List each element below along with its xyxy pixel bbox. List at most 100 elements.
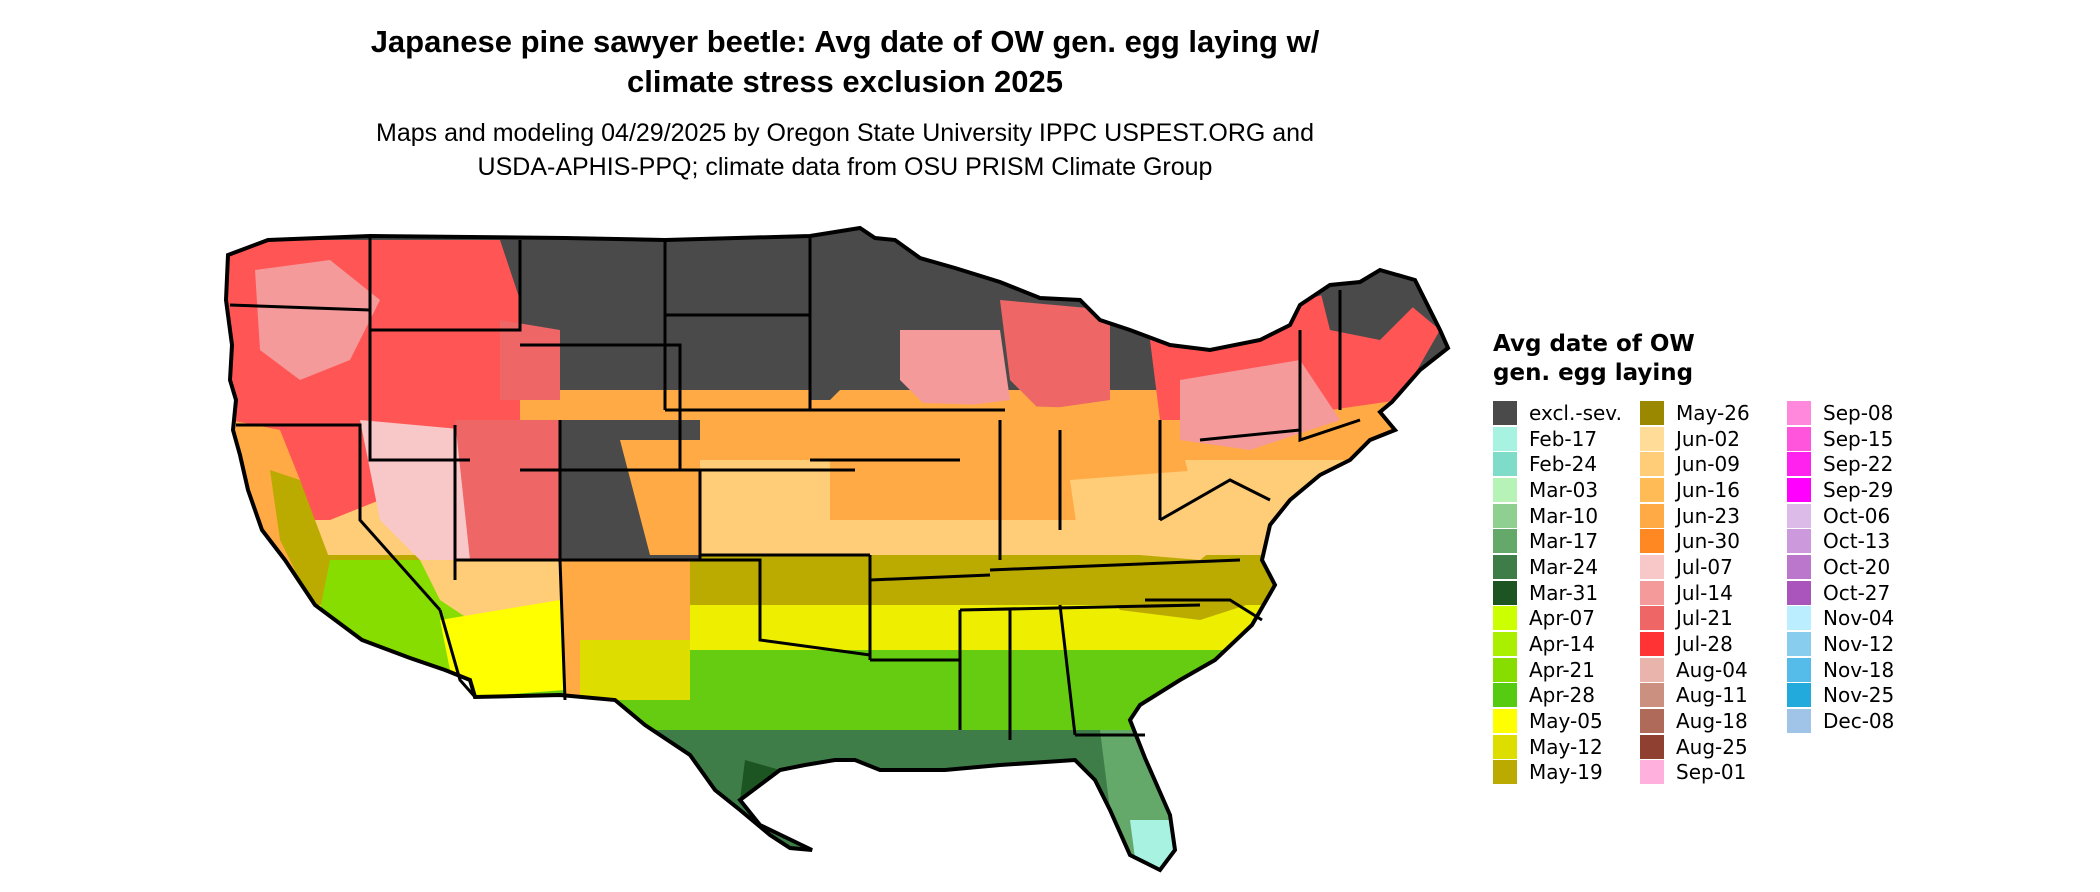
legend-label: Jun-09: [1676, 452, 1740, 477]
border-tn-south: [959, 603, 1201, 612]
legend-swatch: [1787, 632, 1811, 657]
legend-item: May-05: [1493, 708, 1640, 734]
legend-swatch: [1493, 503, 1517, 528]
legend-swatch: [1787, 709, 1811, 734]
legend-label: excl.-sev.: [1529, 400, 1622, 425]
legend-title-line2: gen. egg laying: [1493, 360, 1694, 386]
legend-item: Mar-31: [1493, 580, 1640, 606]
legend-label: May-12: [1529, 734, 1603, 759]
border-sc-nc: [1145, 598, 1263, 622]
us-map: [224, 226, 1450, 872]
legend-item: Nov-04: [1787, 606, 1934, 632]
legend-swatch: [1787, 400, 1811, 425]
legend-swatch: [1640, 709, 1664, 734]
legend-label: Oct-27: [1823, 580, 1891, 605]
legend-swatch: [1493, 709, 1517, 734]
legend-label: Nov-25: [1823, 683, 1895, 708]
legend-label: Mar-10: [1529, 503, 1599, 528]
state-borders: [229, 236, 1361, 740]
legend-item: Nov-12: [1787, 631, 1934, 657]
map-subtitle-line1: Maps and modeling 04/29/2025 by Oregon S…: [376, 119, 1314, 147]
border-mo-ar: [869, 573, 991, 582]
legend-item: Aug-04: [1640, 657, 1787, 683]
legend-swatch: [1640, 452, 1664, 477]
legend-label: Feb-17: [1529, 426, 1598, 451]
legend-swatch: [1787, 683, 1811, 708]
legend-swatch: [1640, 657, 1664, 682]
legend-item: Dec-08: [1787, 708, 1934, 734]
region-wisc-pink: [900, 330, 1010, 410]
legend-swatch: [1493, 554, 1517, 579]
legend-swatch: [1787, 554, 1811, 579]
legend-label: Aug-11: [1676, 683, 1748, 708]
legend-swatch: [1493, 477, 1517, 502]
legend-label: May-05: [1529, 709, 1603, 734]
border-az-ca: [438, 609, 477, 698]
legend-item: Apr-28: [1493, 683, 1640, 709]
legend-label: May-26: [1676, 400, 1750, 425]
legend-item: Apr-21: [1493, 657, 1640, 683]
legend-columns: excl.-sev. Feb-17 Feb-24 Mar-03 Mar-10 Mar-17…: [1493, 400, 1934, 785]
legend-item: Jun-23: [1640, 503, 1787, 529]
map-subtitle: Maps and modeling 04/29/2025 by Oregon S…: [230, 116, 1460, 184]
legend-label: May-19: [1529, 760, 1603, 785]
legend-swatch: [1493, 734, 1517, 759]
legend-label: Mar-31: [1529, 580, 1599, 605]
legend-swatch: [1787, 529, 1811, 554]
legend-swatch: [1493, 452, 1517, 477]
border-va-wv: [1159, 478, 1271, 522]
legend-item: Oct-06: [1787, 503, 1934, 529]
legend-swatch: [1493, 632, 1517, 657]
border-nv-ca: [358, 425, 442, 611]
legend-swatch: [1640, 400, 1664, 425]
legend-label: Sep-01: [1676, 760, 1747, 785]
border-id-west: [368, 236, 470, 462]
legend-item: Nov-18: [1787, 657, 1934, 683]
title-block: Japanese pine sawyer beetle: Avg date of…: [230, 22, 1460, 184]
legend-label: Nov-12: [1823, 632, 1895, 657]
legend-label: Apr-28: [1529, 683, 1595, 708]
region-nm-south: [580, 640, 690, 700]
legend-swatch: [1640, 554, 1664, 579]
legend-label: Jun-02: [1676, 426, 1740, 451]
region-michigan-red: [1000, 300, 1110, 410]
legend-swatch: [1787, 477, 1811, 502]
legend-label: Mar-17: [1529, 529, 1599, 554]
legend-label: Apr-14: [1529, 632, 1595, 657]
legend-label: Mar-03: [1529, 477, 1599, 502]
band-apr-green: [226, 650, 1448, 730]
legend-swatch: [1640, 606, 1664, 631]
legend-swatch: [1640, 503, 1664, 528]
region-az-south: [440, 600, 565, 697]
legend-item: Mar-10: [1493, 503, 1640, 529]
legend-swatch: [1493, 760, 1517, 785]
legend-swatch: [1787, 580, 1811, 605]
legend-item: excl.-sev.: [1493, 400, 1640, 426]
band-mar-green: [226, 730, 1448, 870]
legend-item: May-26: [1640, 400, 1787, 426]
region-maine-dark: [1320, 275, 1420, 340]
legend-item: Oct-13: [1787, 528, 1934, 554]
legend-item: Sep-15: [1787, 426, 1934, 452]
legend-swatch: [1493, 426, 1517, 451]
legend-swatch: [1787, 426, 1811, 451]
legend-label: Apr-07: [1529, 606, 1595, 631]
legend-label: Nov-18: [1823, 657, 1895, 682]
region-utah-red: [455, 420, 560, 560]
legend-label: Sep-22: [1823, 452, 1894, 477]
legend-label: Oct-20: [1823, 554, 1891, 579]
legend-swatch: [1787, 503, 1811, 528]
legend-swatch: [1640, 734, 1664, 759]
region-mn-dark: [810, 236, 955, 400]
legend-label: Sep-29: [1823, 477, 1894, 502]
map-title: Japanese pine sawyer beetle: Avg date of…: [230, 22, 1460, 102]
legend-label: Jul-28: [1676, 632, 1733, 657]
legend-item: Jul-28: [1640, 631, 1787, 657]
map-subtitle-line2: USDA-APHIS-PPQ; climate data from OSU PR…: [477, 153, 1213, 181]
region-desert: [320, 560, 470, 690]
legend-column: Sep-08 Sep-15 Sep-22 Sep-29 Oct-06 Oct-13 Oct-…: [1787, 400, 1934, 785]
legend-item: Apr-14: [1493, 631, 1640, 657]
legend-swatch: [1640, 683, 1664, 708]
legend-swatch: [1493, 683, 1517, 708]
legend-item: Aug-18: [1640, 708, 1787, 734]
